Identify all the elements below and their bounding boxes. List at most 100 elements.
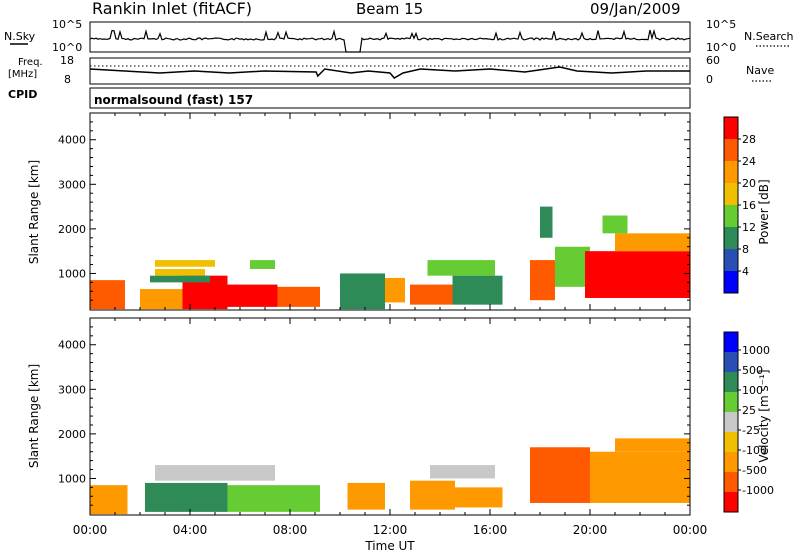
- time-axis: 00:00 04:00 08:00 12:00 16:00 20:00 00:00: [73, 523, 708, 537]
- velocity-ytick-label-1: 2000: [58, 428, 86, 441]
- freq-panel-frame: [89, 57, 691, 85]
- power-cell-0: [90, 280, 125, 310]
- power-colorbar-label-0: 4: [742, 265, 749, 278]
- power-colorbar-swatch-3: [724, 205, 738, 227]
- time-tick-label-0: 00:00: [73, 523, 108, 537]
- velocity-ytick-label-3: 4000: [58, 339, 86, 352]
- vel-cell-9: [590, 451, 690, 503]
- velocity-colorbar-label-1: 500: [742, 364, 763, 377]
- velocity-ticks: 1000 2000 3000 4000: [58, 318, 691, 515]
- velocity-colorbar-swatch-6: [724, 372, 738, 392]
- vel-cell-2: [227, 485, 320, 512]
- power-cell-14: [530, 260, 555, 301]
- time-tick-label-3: 12:00: [373, 523, 408, 537]
- vel-cell-1: [145, 482, 228, 512]
- freq-left-top: 18: [60, 54, 74, 67]
- power-ytick-label-3: 4000: [58, 134, 86, 147]
- power-ticks: 1000 2000 3000 4000: [58, 113, 691, 310]
- power-ytick-label-2: 3000: [58, 178, 86, 191]
- cpid-panel: CPID normalsound (fast) 157: [8, 87, 691, 109]
- time-tick-label-5: 20:00: [573, 523, 608, 537]
- power-colorbar-label-2: 12: [742, 221, 756, 234]
- velocity-colorbar-label-0: 1000: [742, 344, 770, 357]
- nave-label: Nave: [746, 64, 774, 77]
- freq-panel: Freq. [MHz] 18 8 60 0 Nave: [8, 54, 774, 86]
- velocity-colorbar-swatch-3: [724, 432, 738, 452]
- power-colorbar-label-1: 8: [742, 243, 749, 256]
- freq-right-top: 60: [706, 54, 720, 67]
- power-cell-5: [155, 268, 205, 276]
- power-cell-17: [615, 233, 690, 252]
- noise-sky-label: N.Sky: [4, 30, 36, 43]
- power-colorbar-swatch-0: [724, 271, 738, 293]
- power-cell-19: [540, 206, 553, 238]
- velocity-colorbar-label: Velocity [m s⁻¹]: [757, 369, 771, 462]
- power-colorbar-swatch-6: [724, 139, 738, 161]
- noise-right-bottom: 10^0: [706, 41, 736, 54]
- date-label: 09/Jan/2009: [590, 0, 681, 18]
- power-ylabel: Slant Range [km]: [27, 160, 41, 264]
- velocity-colorbar-label-4: -25: [742, 424, 760, 437]
- power-cell-10: [385, 277, 405, 303]
- power-cell-1: [140, 289, 183, 310]
- cpid-text: normalsound (fast) 157: [94, 93, 253, 107]
- velocity-cells: [90, 438, 690, 515]
- velocity-colorbar-swatch-4: [724, 412, 738, 432]
- vel-cell-6: [430, 465, 495, 479]
- time-tick-label-4: 16:00: [473, 523, 508, 537]
- time-tick-label-2: 08:00: [273, 523, 308, 537]
- vel-cell-10: [615, 438, 690, 452]
- power-cell-4: [277, 286, 320, 307]
- power-cell-7: [250, 260, 275, 269]
- power-cell-13: [452, 275, 503, 305]
- velocity-colorbar-swatch-8: [724, 332, 738, 352]
- velocity-colorbar-label-7: -1000: [742, 484, 774, 497]
- vel-cell-7: [455, 487, 503, 508]
- power-colorbar-swatch-7: [724, 117, 738, 139]
- power-colorbar-swatch-2: [724, 227, 738, 249]
- power-cell-18: [602, 215, 628, 234]
- beam-label: Beam 15: [356, 0, 423, 18]
- power-ytick-label-1: 2000: [58, 223, 86, 236]
- velocity-colorbar-swatch-0: [724, 492, 738, 512]
- time-tick-label-1: 04:00: [173, 523, 208, 537]
- velocity-colorbar-label-2: 100: [742, 384, 763, 397]
- freq-right-bottom: 0: [706, 73, 713, 86]
- velocity-colorbar-swatch-5: [724, 392, 738, 412]
- power-colorbar-label-5: 24: [742, 155, 756, 168]
- vel-cell-0: [90, 485, 128, 515]
- power-colorbar-label-4: 20: [742, 177, 756, 190]
- velocity-colorbar-label-6: -500: [742, 464, 767, 477]
- noise-right-top: 10^5: [706, 18, 736, 31]
- power-cell-12: [427, 260, 495, 276]
- cpid-label: CPID: [8, 88, 37, 101]
- vel-cell-5: [410, 480, 455, 510]
- vel-cell-8: [530, 447, 590, 503]
- power-cell-8: [150, 275, 210, 283]
- velocity-ytick-label-2: 3000: [58, 383, 86, 396]
- power-cell-15: [555, 246, 590, 287]
- velocity-colorbar-label-3: 25: [742, 404, 756, 417]
- noise-search-label: N.Search: [744, 30, 794, 43]
- power-ytick-label-0: 1000: [58, 267, 86, 280]
- noise-sky-line: [89, 28, 691, 53]
- freq-unit-label: [MHz]: [8, 69, 37, 80]
- velocity-colorbar: 1000 500 100 25 -25 -100 -500 -1000: [723, 331, 774, 513]
- power-colorbar-label: Power [dB]: [757, 179, 771, 244]
- velocity-panel: 1000 2000 3000 4000 Slant Range [km] 1000 50…: [27, 317, 774, 516]
- velocity-colorbar-label-5: -100: [742, 444, 767, 457]
- freq-left-bottom: 8: [64, 73, 71, 86]
- velocity-ytick-label-0: 1000: [58, 472, 86, 485]
- power-colorbar-swatch-1: [724, 249, 738, 271]
- power-colorbar-swatch-4: [724, 183, 738, 205]
- time-tick-label-6: 00:00: [673, 523, 708, 537]
- power-colorbar: 4 8 12 16 20 24 28: [723, 116, 756, 294]
- power-cell-9: [340, 273, 385, 310]
- time-xlabel: Time UT: [364, 539, 415, 553]
- noise-panel-frame: [89, 21, 691, 53]
- power-cell-3: [227, 284, 278, 307]
- noise-panel: N.Sky 10^5 10^0 10^5 10^0 N.Search: [4, 18, 794, 54]
- velocity-colorbar-frame: [723, 331, 739, 513]
- noise-left-top: 10^5: [52, 18, 82, 31]
